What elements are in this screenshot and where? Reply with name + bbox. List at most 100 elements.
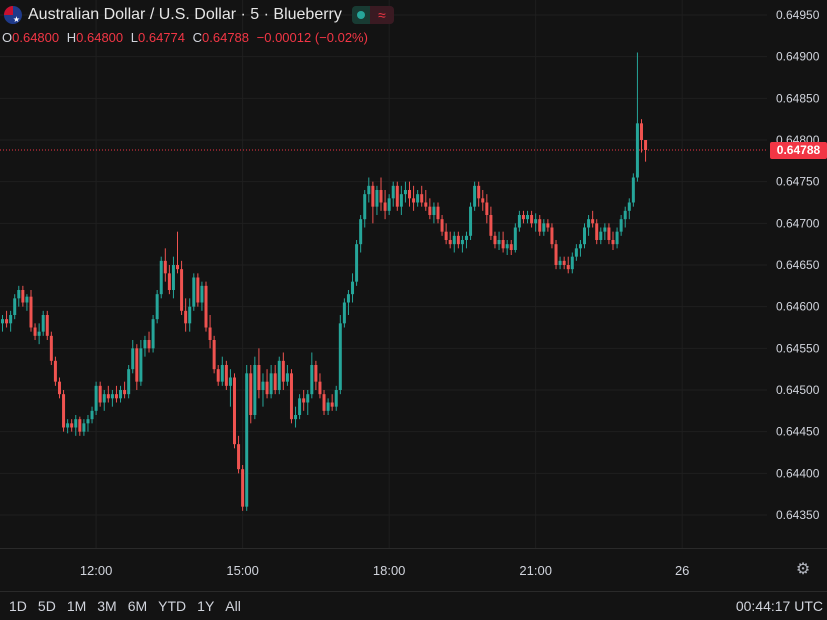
candle-body	[387, 198, 391, 211]
candle	[208, 315, 212, 349]
candle	[452, 231, 456, 253]
candle	[281, 352, 285, 390]
range-1m[interactable]: 1M	[66, 598, 87, 614]
candle	[574, 244, 578, 261]
y-tick-label: 0.64750	[776, 175, 820, 189]
candle	[13, 294, 17, 320]
utc-clock[interactable]: 00:44:17 UTC	[735, 598, 823, 614]
candle	[102, 390, 106, 411]
candle-body	[554, 244, 558, 265]
candle	[155, 290, 159, 324]
y-tick-label: 0.64550	[776, 341, 820, 355]
candle-body	[228, 377, 232, 386]
candle	[90, 406, 94, 424]
candle-body	[171, 265, 175, 290]
candle	[338, 315, 342, 395]
candle	[387, 194, 391, 215]
candle-body	[70, 423, 74, 428]
symbol-header[interactable]: Australian Dollar / U.S. Dollar · 5 · Bl…	[0, 4, 394, 26]
candle-body	[338, 323, 342, 390]
candle-body	[49, 335, 53, 361]
candle	[237, 435, 241, 474]
status-pill[interactable]: ≈	[351, 6, 394, 24]
candle-body	[200, 285, 204, 303]
candle	[558, 256, 562, 270]
candle-body	[615, 231, 619, 245]
candle	[456, 231, 460, 249]
candle-body	[314, 365, 318, 382]
candle	[37, 323, 41, 345]
candle	[17, 285, 21, 307]
candle-body	[517, 215, 521, 228]
symbol-title[interactable]: Australian Dollar / U.S. Dollar · 5 · Bl…	[28, 6, 342, 23]
candle	[424, 190, 428, 211]
candle-body	[163, 260, 167, 274]
x-tick-label: 12:00	[80, 563, 113, 578]
candle-body	[241, 469, 245, 507]
candle-body	[408, 190, 411, 199]
candle-body	[603, 227, 607, 232]
candle-body	[216, 369, 220, 382]
candle	[204, 281, 208, 332]
candle-body	[289, 373, 293, 420]
bottom-toolbar: 1D 5D 1M 3M 6M YTD 1Y All 00:44:17 UTC	[0, 592, 827, 620]
candle-body	[208, 327, 212, 340]
candle-body	[464, 235, 468, 240]
candle-body	[78, 419, 82, 432]
candle	[245, 365, 249, 511]
candle	[188, 298, 192, 332]
candle	[33, 323, 37, 340]
candle-body	[261, 381, 265, 390]
candle-body	[403, 190, 407, 195]
candle-body	[424, 202, 428, 207]
candle	[440, 215, 444, 236]
candle-body	[505, 244, 509, 249]
candle-body	[196, 277, 200, 303]
candle	[269, 365, 273, 399]
candle	[74, 415, 78, 436]
candle-body	[412, 198, 416, 203]
candle	[570, 252, 574, 274]
candle-body	[546, 223, 550, 228]
candle-body	[269, 373, 273, 395]
candle	[342, 298, 346, 328]
candle-body	[526, 215, 530, 220]
close-label: C	[192, 30, 203, 45]
range-3m[interactable]: 3M	[97, 598, 117, 614]
candle-body	[285, 373, 289, 382]
candle-body	[245, 373, 249, 507]
range-6m[interactable]: 6M	[127, 598, 148, 614]
candle	[57, 377, 61, 399]
candle	[196, 273, 200, 307]
candle	[228, 369, 232, 407]
candle	[9, 310, 13, 332]
candle	[489, 206, 493, 240]
candle	[428, 198, 432, 220]
candle	[147, 331, 151, 353]
candle-body	[131, 348, 135, 370]
range-ytd[interactable]: YTD	[158, 598, 187, 614]
candle-body	[232, 377, 236, 445]
candle	[82, 419, 86, 436]
candle-body	[45, 315, 49, 336]
candle	[25, 294, 29, 311]
candle-body	[591, 219, 595, 224]
x-tick-label: 26	[675, 563, 689, 578]
candle	[460, 235, 464, 253]
candle-body	[375, 190, 379, 207]
candle-body	[237, 444, 241, 470]
candle	[232, 373, 236, 449]
candle-body	[574, 248, 578, 257]
range-5d[interactable]: 5D	[37, 598, 56, 614]
candle-body	[21, 290, 25, 303]
ohlc-legend: O0.64800 H0.64800 L0.64774 C0.64788 −0.0…	[2, 30, 372, 45]
candle	[355, 240, 359, 286]
candle-body	[550, 227, 554, 245]
settings-gear-icon[interactable]: ⚙	[795, 561, 811, 578]
range-all[interactable]: All	[225, 598, 241, 614]
range-1y[interactable]: 1Y	[197, 598, 215, 614]
candle	[526, 210, 530, 224]
candle-body	[428, 206, 432, 215]
range-1d[interactable]: 1D	[9, 598, 27, 614]
